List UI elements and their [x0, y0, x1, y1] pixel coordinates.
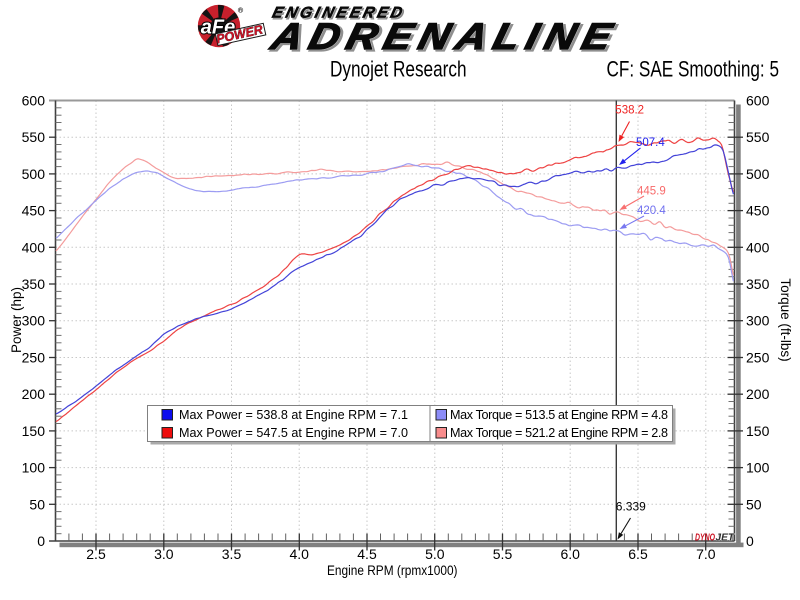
svg-text:350: 350	[22, 276, 46, 292]
svg-text:550: 550	[22, 129, 46, 145]
svg-text:420.4: 420.4	[637, 205, 666, 217]
svg-text:400: 400	[746, 239, 770, 255]
svg-text:250: 250	[22, 350, 46, 366]
svg-text:200: 200	[746, 386, 770, 402]
svg-text:6.0: 6.0	[560, 546, 580, 562]
svg-text:500: 500	[746, 166, 770, 182]
svg-text:450: 450	[22, 203, 46, 219]
svg-text:600: 600	[22, 93, 46, 109]
svg-text:6.5: 6.5	[628, 546, 648, 562]
svg-text:0: 0	[37, 533, 45, 549]
svg-text:4.0: 4.0	[289, 546, 309, 562]
svg-text:150: 150	[22, 423, 46, 439]
svg-text:CF: SAE Smoothing: 5: CF: SAE Smoothing: 5	[607, 57, 780, 82]
svg-text:ADRENALINE: ADRENALINE	[266, 16, 622, 57]
svg-text:445.9: 445.9	[637, 186, 666, 198]
svg-text:ENGINEERED: ENGINEERED	[272, 6, 409, 23]
svg-text:ADRENALINE: ADRENALINE	[266, 16, 622, 57]
svg-text:Max Power = 547.5 at Engine RP: Max Power = 547.5 at Engine RPM = 7.0	[179, 426, 408, 440]
svg-text:50: 50	[746, 496, 762, 512]
svg-text:DYNO: DYNO	[695, 533, 715, 544]
svg-text:6.339: 6.339	[616, 499, 646, 513]
svg-text:Engine RPM (rpmx1000): Engine RPM (rpmx1000)	[327, 563, 458, 578]
svg-text:ENGINEERED: ENGINEERED	[271, 4, 408, 21]
svg-text:538.2: 538.2	[615, 105, 644, 117]
svg-text:400: 400	[22, 239, 46, 255]
svg-text:300: 300	[22, 313, 46, 329]
svg-text:450: 450	[746, 203, 770, 219]
svg-text:4.5: 4.5	[357, 546, 377, 562]
svg-text:350: 350	[746, 276, 770, 292]
svg-text:Max Torque = 521.2 at Engine R: Max Torque = 521.2 at Engine RPM = 2.8	[450, 426, 668, 440]
svg-text:200: 200	[22, 386, 46, 402]
svg-text:JET: JET	[716, 533, 735, 544]
svg-text:0: 0	[746, 533, 754, 549]
svg-text:2.5: 2.5	[86, 546, 106, 562]
svg-text:500: 500	[22, 166, 46, 182]
svg-text:3.0: 3.0	[154, 546, 174, 562]
svg-text:Max Power = 538.8 at Engine RP: Max Power = 538.8 at Engine RPM = 7.1	[179, 408, 408, 422]
svg-text:50: 50	[29, 496, 45, 512]
svg-text:ENGINEERED: ENGINEERED	[271, 4, 408, 21]
svg-text:3.5: 3.5	[222, 546, 242, 562]
svg-text:ADRENALINE: ADRENALINE	[269, 18, 625, 59]
svg-text:250: 250	[746, 350, 770, 366]
svg-text:5.0: 5.0	[425, 546, 445, 562]
svg-text:100: 100	[22, 460, 46, 476]
svg-text:Max Torque = 513.5 at Engine R: Max Torque = 513.5 at Engine RPM = 4.8	[450, 408, 668, 422]
svg-text:507.4: 507.4	[636, 137, 665, 149]
svg-text:R: R	[239, 8, 243, 13]
svg-text:550: 550	[746, 129, 770, 145]
svg-text:7.0: 7.0	[696, 546, 716, 562]
svg-text:100: 100	[746, 460, 770, 476]
svg-text:150: 150	[746, 423, 770, 439]
svg-text:300: 300	[746, 313, 770, 329]
svg-text:Torque (ft-lbs): Torque (ft-lbs)	[778, 278, 793, 361]
svg-text:5.5: 5.5	[493, 546, 513, 562]
svg-text:Dynojet Research: Dynojet Research	[330, 57, 467, 82]
svg-text:Power (hp): Power (hp)	[9, 287, 24, 353]
svg-text:600: 600	[746, 93, 770, 109]
